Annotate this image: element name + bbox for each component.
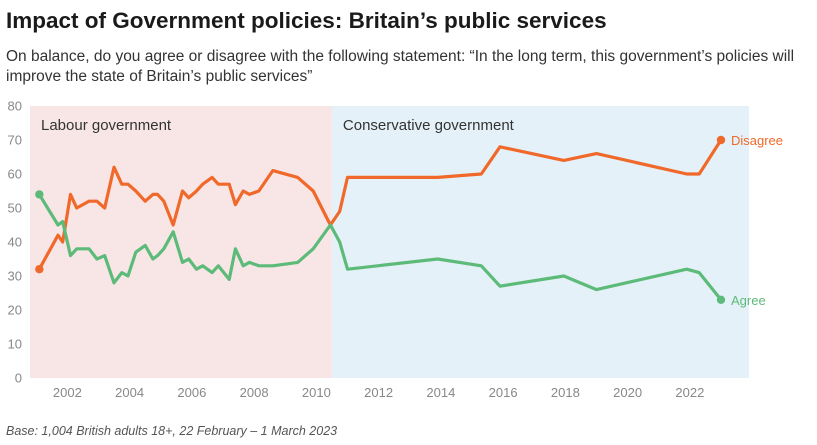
y-tick-label: 30: [8, 269, 22, 284]
y-tick-label: 10: [8, 337, 22, 352]
region-conservative: [331, 106, 749, 378]
series-start-point-agree: [35, 190, 44, 199]
y-tick-label: 50: [8, 201, 22, 216]
series-label-disagree: Disagree: [731, 133, 783, 148]
x-tick-label: 2016: [489, 385, 518, 400]
series-end-point-disagree: [716, 135, 726, 145]
x-tick-label: 2006: [177, 385, 206, 400]
y-tick-label: 70: [8, 133, 22, 148]
y-tick-label: 40: [8, 235, 22, 250]
x-tick-label: 2004: [115, 385, 144, 400]
x-tick-label: 2010: [302, 385, 331, 400]
y-tick-label: 60: [8, 167, 22, 182]
region-label-labour: Labour government: [41, 117, 172, 134]
series-line-agree: [37, 192, 723, 302]
base-footnote: Base: 1,004 British adults 18+, 22 Febru…: [6, 424, 338, 438]
region-label-conservative: Conservative government: [343, 117, 515, 134]
x-tick-label: 2022: [675, 385, 704, 400]
y-tick-label: 20: [8, 303, 22, 318]
x-tick-label: 2012: [364, 385, 393, 400]
y-tick-label: 80: [8, 99, 22, 114]
x-tick-label: 2002: [53, 385, 82, 400]
x-tick-label: 2020: [613, 385, 642, 400]
chart-title: Impact of Government policies: Britain’s…: [6, 8, 607, 33]
series-end-point-agree: [716, 295, 726, 304]
x-tick-label: 2018: [551, 385, 580, 400]
x-tick-label: 2014: [426, 385, 455, 400]
series-start-point-disagree: [35, 265, 44, 274]
series-label-agree: Agree: [731, 293, 766, 308]
chart-subtitle: On balance, do you agree or disagree wit…: [6, 48, 795, 85]
region-labour: [30, 106, 332, 378]
x-tick-label: 2008: [240, 385, 269, 400]
series-line-disagree: [37, 138, 723, 271]
y-tick-label: 0: [15, 371, 22, 386]
